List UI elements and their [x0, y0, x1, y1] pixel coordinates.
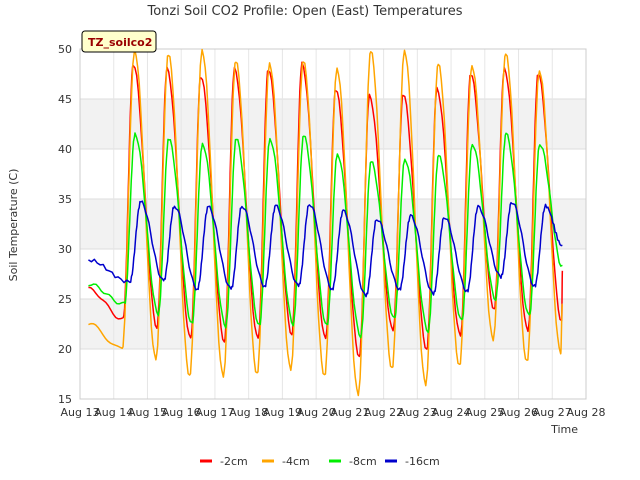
series-line-16cmcm — [88, 200, 563, 298]
y-tick-label: 35 — [58, 193, 72, 206]
y-axis-label: Soil Temperature (C) — [7, 169, 20, 282]
y-tick-label: 45 — [58, 93, 72, 106]
chart-title: Tonzi Soil CO2 Profile: Open (East) Temp… — [146, 4, 462, 19]
y-axis-ticks: 15 20 25 30 35 40 45 50 — [58, 43, 72, 406]
legend-label: -4cm — [282, 455, 310, 468]
x-tick-label: Aug 24 — [432, 406, 471, 419]
x-tick-label: Aug 25 — [465, 406, 504, 419]
series-line-8cmcm — [88, 132, 563, 339]
y-tick-label: 25 — [58, 293, 72, 306]
x-tick-label: Aug 17 — [195, 406, 234, 419]
site-badge: TZ_soilco2 — [81, 30, 157, 53]
y-tick-label: 15 — [58, 393, 72, 406]
plot-area-frame — [79, 48, 587, 400]
x-tick-label: Aug 14 — [94, 406, 133, 419]
series-lines — [88, 48, 564, 397]
y-tick-label: 50 — [58, 43, 72, 56]
x-tick-label: Aug 26 — [499, 406, 538, 419]
x-tick-label: Aug 27 — [533, 406, 572, 419]
y-tick-label: 20 — [58, 343, 72, 356]
x-tick-label: Aug 20 — [297, 406, 336, 419]
site-badge-text: TZ_soilco2 — [88, 36, 152, 49]
legend-label: -2cm — [220, 455, 248, 468]
series-line-4cmcm — [88, 48, 564, 397]
legend-label: -8cm — [349, 455, 377, 468]
x-tick-label: Aug 23 — [398, 406, 437, 419]
plot-band — [80, 299, 586, 349]
x-tick-label: Aug 18 — [229, 406, 268, 419]
x-tick-label: Aug 22 — [364, 406, 403, 419]
x-tick-label: Aug 19 — [263, 406, 302, 419]
site-badge-box — [81, 30, 157, 53]
x-tick-label: Aug 15 — [128, 406, 167, 419]
x-tick-label: Aug 13 — [61, 406, 100, 419]
y-tick-label: 40 — [58, 143, 72, 156]
x-axis-label: Time — [550, 423, 578, 436]
chart-legend: -2cm -4cm -8cm -16cm — [200, 455, 440, 468]
x-tick-label: Aug 21 — [330, 406, 369, 419]
legend-label: -16cm — [405, 455, 440, 468]
x-tick-label: Aug 16 — [162, 406, 201, 419]
y-tick-label: 30 — [58, 243, 72, 256]
x-tick-label: Aug 28 — [567, 406, 606, 419]
